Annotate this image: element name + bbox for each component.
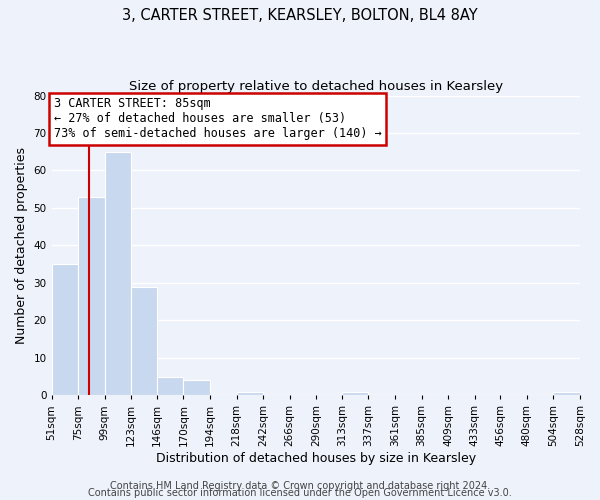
Text: Contains HM Land Registry data © Crown copyright and database right 2024.: Contains HM Land Registry data © Crown c… — [110, 481, 490, 491]
Bar — [131, 286, 157, 396]
Y-axis label: Number of detached properties: Number of detached properties — [15, 147, 28, 344]
Title: Size of property relative to detached houses in Kearsley: Size of property relative to detached ho… — [129, 80, 503, 93]
Bar — [52, 264, 78, 396]
Text: 3, CARTER STREET, KEARSLEY, BOLTON, BL4 8AY: 3, CARTER STREET, KEARSLEY, BOLTON, BL4 … — [122, 8, 478, 22]
Bar — [342, 392, 368, 396]
Text: 3 CARTER STREET: 85sqm
← 27% of detached houses are smaller (53)
73% of semi-det: 3 CARTER STREET: 85sqm ← 27% of detached… — [54, 98, 382, 140]
Bar — [236, 392, 263, 396]
Bar — [184, 380, 210, 396]
Bar — [157, 376, 184, 396]
Bar — [105, 152, 131, 396]
X-axis label: Distribution of detached houses by size in Kearsley: Distribution of detached houses by size … — [156, 452, 476, 465]
Text: Contains public sector information licensed under the Open Government Licence v3: Contains public sector information licen… — [88, 488, 512, 498]
Bar — [553, 392, 580, 396]
Bar — [78, 196, 105, 396]
